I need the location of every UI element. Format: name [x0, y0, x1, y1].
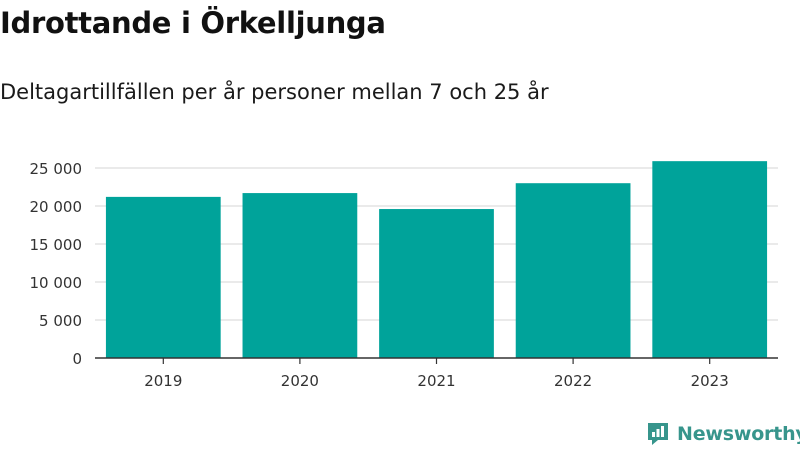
bar-2022 — [515, 183, 631, 358]
x-tick-label: 2020 — [281, 372, 319, 390]
y-tick-label: 15 000 — [30, 236, 83, 254]
chart-title: Idrottande i Örkelljunga — [0, 6, 386, 40]
y-tick-label: 25 000 — [30, 160, 83, 178]
bar-chart: 0 5 000 10 000 15 000 20 000 25 000 2019 2020 20… — [30, 160, 778, 390]
y-tick-label: 20 000 — [30, 198, 83, 216]
x-tick-label: 2021 — [417, 372, 455, 390]
bar-2023 — [652, 161, 768, 358]
bar-2021 — [379, 209, 494, 358]
brand-logo: Newsworthy — [645, 420, 800, 448]
y-tick-label: 0 — [72, 350, 82, 368]
brand-name: Newsworthy — [677, 423, 800, 445]
bar-2019 — [105, 196, 221, 358]
x-tick-label: 2019 — [144, 372, 182, 390]
y-tick-label: 5 000 — [39, 312, 82, 330]
y-tick-label: 10 000 — [30, 274, 83, 292]
chart-subtitle: Deltagartillfällen per år personer mella… — [0, 80, 549, 104]
bar-2020 — [242, 193, 358, 358]
x-tick-label: 2022 — [554, 372, 592, 390]
newsworthy-logo-icon — [648, 423, 668, 445]
x-tick-label: 2023 — [691, 372, 729, 390]
